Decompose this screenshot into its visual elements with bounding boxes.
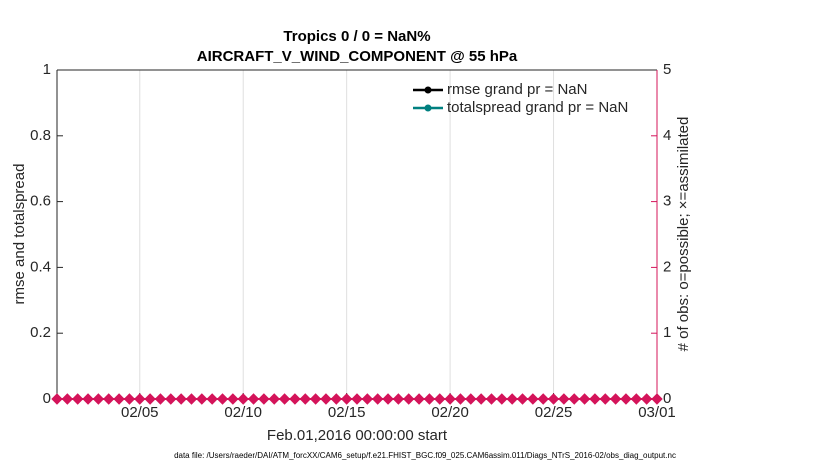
data-point <box>651 393 663 405</box>
x-tick-label: 02/10 <box>224 404 262 421</box>
y-axis-label: rmse and totalspread <box>11 164 28 305</box>
y-tick-label: 0.2 <box>30 324 51 341</box>
y-tick-label: 1 <box>43 61 51 78</box>
chart-title: Tropics 0 / 0 = NaN% <box>283 28 430 45</box>
legend-label: totalspread grand pr = NaN <box>447 99 628 116</box>
y2-tick-label: 1 <box>663 324 671 341</box>
legend-label: rmse grand pr = NaN <box>447 81 587 98</box>
legend-marker <box>424 86 432 94</box>
legend-marker <box>424 104 432 112</box>
x-tick-label: 03/01 <box>638 404 676 421</box>
y2-tick-label: 0 <box>663 390 671 407</box>
y2-tick-label: 5 <box>663 61 671 78</box>
x-tick-label: 02/05 <box>121 404 159 421</box>
y-tick-label: 0.4 <box>30 258 51 275</box>
footnote: data file: /Users/raeder/DAI/ATM_forcXX/… <box>174 451 676 460</box>
plot-area <box>57 70 657 399</box>
x-axis-label: Feb.01,2016 00:00:00 start <box>267 427 448 444</box>
x-tick-label: 02/20 <box>431 404 469 421</box>
chart-subtitle: AIRCRAFT_V_WIND_COMPONENT @ 55 hPa <box>197 48 518 65</box>
y-tick-label: 0.6 <box>30 193 51 210</box>
y2-tick-label: 4 <box>663 127 671 144</box>
y2-tick-label: 2 <box>663 258 671 275</box>
y2-axis-label: # of obs: o=possible; ×=assimilated <box>675 117 692 352</box>
x-tick-label: 02/25 <box>535 404 573 421</box>
y2-tick-label: 3 <box>663 193 671 210</box>
x-tick-label: 02/15 <box>328 404 366 421</box>
y-tick-label: 0 <box>43 390 51 407</box>
y-tick-label: 0.8 <box>30 127 51 144</box>
